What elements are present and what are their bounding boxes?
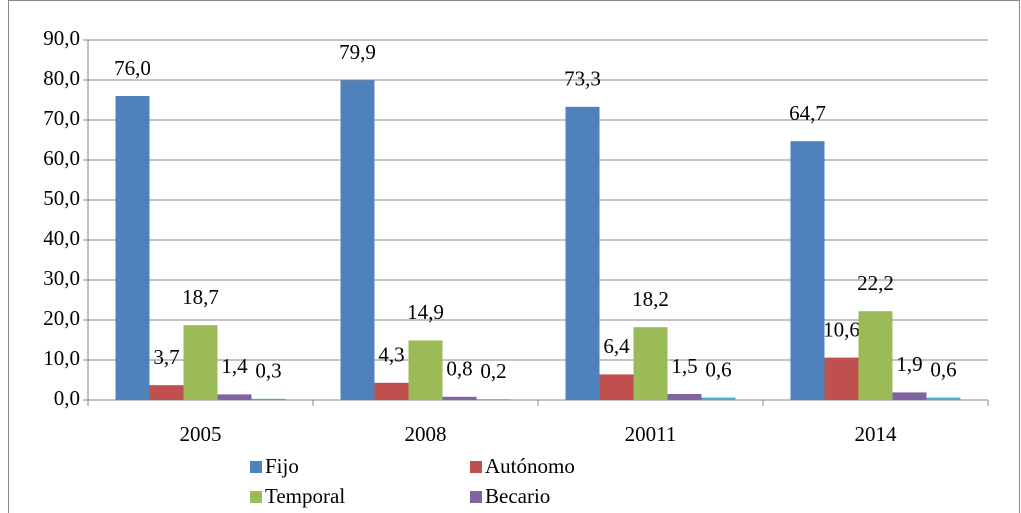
y-tick-label: 90,0 [43,26,80,50]
x-tick-label: 2014 [855,422,898,446]
value-label: 18,2 [632,287,669,311]
y-tick-label: 20,0 [43,306,80,330]
value-label: 0,3 [255,359,281,383]
bar [701,397,736,400]
value-label: 6,4 [603,334,630,358]
value-label: 1,5 [671,354,697,378]
bar [149,385,184,400]
bar [790,141,825,400]
value-label: 76,0 [114,56,151,80]
value-label: 0,6 [705,357,731,381]
x-tick-label: 2005 [180,422,222,446]
legend-swatch [470,461,482,473]
chart-frame [8,0,1020,513]
value-label: 79,9 [339,40,376,64]
legend-label: Fijo [265,454,299,478]
bar [824,357,859,400]
x-tick-label: 20011 [625,422,677,446]
bar [340,80,375,401]
value-label: 1,4 [221,354,248,378]
value-label: 0,8 [446,357,472,381]
bar [408,340,443,400]
y-tick-label: 50,0 [43,186,80,210]
bar [476,399,511,400]
y-tick-label: 40,0 [43,226,80,250]
value-label: 10,6 [823,317,860,341]
value-label: 4,3 [378,343,404,367]
value-label: 18,7 [182,285,219,309]
y-tick-label: 70,0 [43,106,80,130]
bar [565,106,600,401]
legend-swatch [470,491,482,503]
bar [599,374,634,400]
y-tick-label: 80,0 [43,66,80,90]
y-tick-label: 10,0 [43,346,80,370]
value-label: 73,3 [564,67,601,91]
bar [442,396,477,400]
value-label: 0,6 [930,357,956,381]
bar [374,382,409,400]
bar [183,325,218,400]
legend-swatch [250,491,262,503]
legend-label: Autónomo [485,454,575,478]
value-label: 14,9 [407,300,444,324]
bar [217,394,252,400]
value-label: 1,9 [896,352,922,376]
y-tick-label: 30,0 [43,266,80,290]
legend-swatch [250,461,262,473]
bar [251,398,286,400]
value-label: 3,7 [153,345,179,369]
value-label: 64,7 [789,101,826,125]
y-tick-label: 0,0 [54,386,80,410]
bar [858,311,893,400]
value-label: 22,2 [857,271,894,295]
bar [115,96,150,400]
legend-label: Becario [485,484,550,508]
bar [892,392,927,400]
legend-label: Temporal [265,484,345,508]
y-tick-label: 60,0 [43,146,80,170]
bar [667,394,702,400]
x-tick-label: 2008 [405,422,447,446]
value-label: 0,2 [480,359,506,383]
bar [633,327,668,400]
bar [926,397,961,400]
